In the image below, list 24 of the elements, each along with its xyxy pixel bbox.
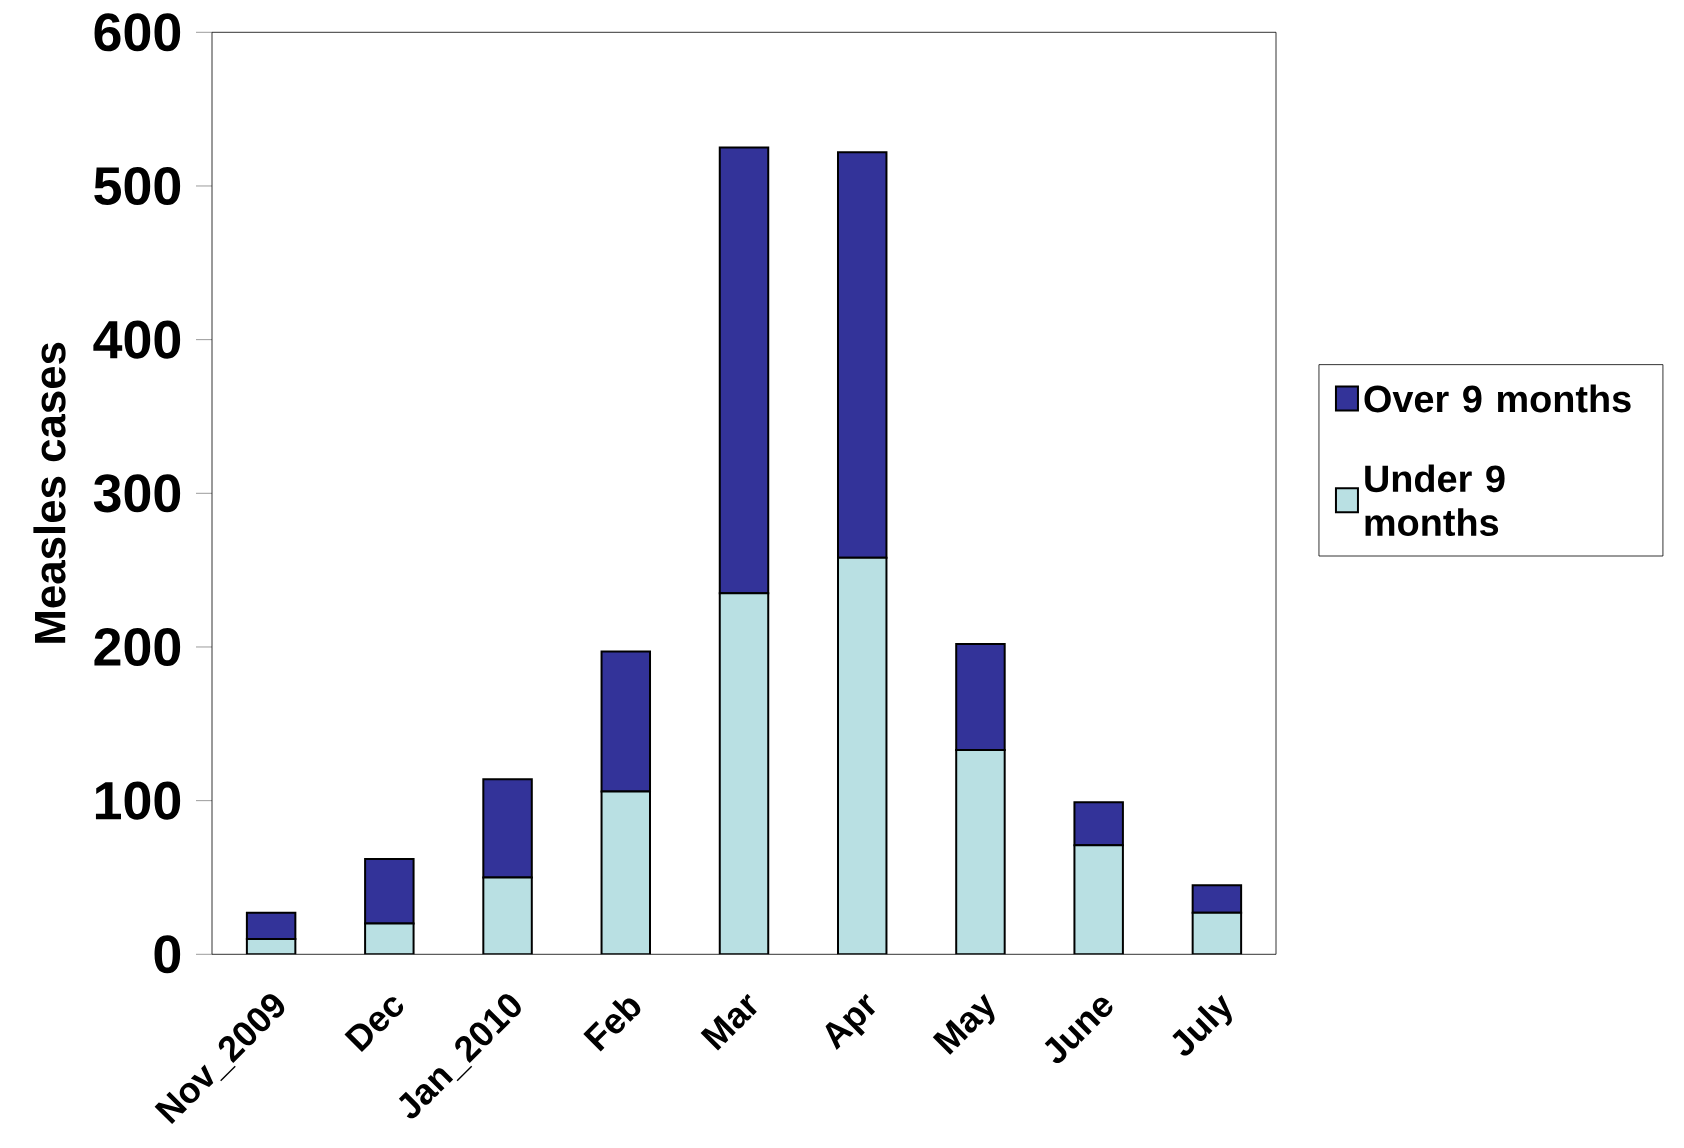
bar xyxy=(1073,801,1124,847)
bar xyxy=(718,592,770,955)
bar xyxy=(1073,844,1124,955)
x-tick-label: Apr xyxy=(825,994,876,1051)
bar xyxy=(836,557,888,955)
legend-label: Under 9 months xyxy=(1365,464,1505,537)
bar xyxy=(482,876,533,955)
bar xyxy=(600,650,652,793)
x-tick-label: Mar xyxy=(700,994,757,1051)
bar xyxy=(364,858,415,925)
bar xyxy=(955,643,1006,752)
bar xyxy=(600,790,652,955)
y-tick-label: 200 xyxy=(94,628,181,667)
bar xyxy=(955,749,1006,955)
bar xyxy=(482,778,533,879)
y-tick-label: 0 xyxy=(154,935,181,974)
y-tick-label: 500 xyxy=(94,167,181,206)
y-tick-label: 400 xyxy=(93,320,181,359)
y-tick-label: 600 xyxy=(94,13,181,52)
y-tick-label: 300 xyxy=(93,474,181,513)
legend-label: Over 9 months xyxy=(1364,384,1631,413)
y-axis-title: Measles cases xyxy=(33,343,66,643)
x-tick-label: Feb xyxy=(583,998,641,1052)
y-tick-label: 100 xyxy=(95,781,181,820)
